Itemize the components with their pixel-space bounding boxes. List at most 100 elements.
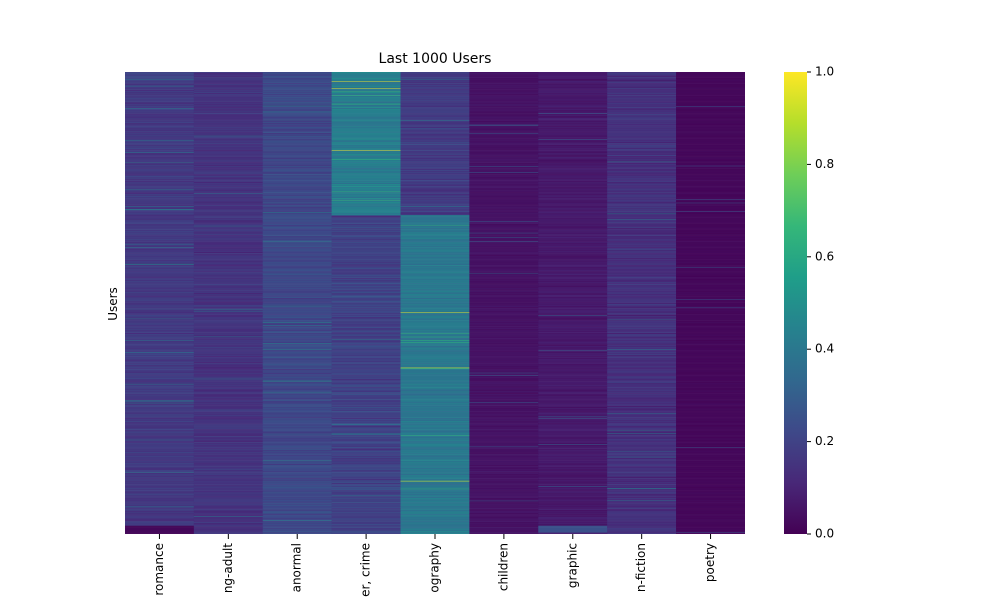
heatmap-cell	[193, 234, 264, 235]
heatmap-cell	[125, 170, 195, 172]
heatmap-cell	[193, 106, 264, 107]
heatmap-cell	[331, 152, 401, 154]
heatmap-cell	[400, 379, 470, 381]
heatmap-cell	[193, 222, 264, 223]
heatmap-cell	[125, 286, 195, 288]
heatmap-cell	[125, 295, 195, 296]
heatmap-cell	[125, 156, 195, 158]
heatmap-cell	[331, 109, 401, 111]
heatmap-cell	[262, 310, 333, 312]
heatmap-cell	[400, 345, 470, 347]
heatmap-cell	[125, 84, 195, 85]
heatmap-cell	[125, 385, 195, 387]
heatmap-cell	[193, 516, 264, 518]
heatmap-cell	[193, 72, 264, 74]
heatmap-cell	[193, 272, 264, 274]
heatmap-cell	[400, 436, 470, 437]
heatmap-cell	[193, 333, 264, 335]
heatmap-cell	[193, 190, 264, 192]
heatmap-cell	[262, 495, 333, 497]
heatmap-cell	[400, 175, 470, 177]
heatmap-cell	[125, 248, 195, 250]
heatmap-cell	[193, 185, 264, 187]
heatmap-cell	[125, 504, 195, 506]
heatmap-cell	[331, 420, 401, 422]
heatmap-cell	[331, 332, 401, 334]
heatmap-cell	[262, 468, 333, 470]
heatmap-cell	[262, 317, 333, 319]
heatmap-cell	[400, 96, 470, 97]
heatmap-cell	[262, 232, 333, 234]
heatmap-cell	[125, 343, 195, 345]
heatmap-cell	[331, 508, 401, 510]
heatmap-cell	[193, 249, 264, 251]
heatmap-cell	[331, 448, 401, 449]
heatmap-cell	[193, 329, 264, 331]
heatmap-cell	[400, 140, 470, 142]
heatmap-cell	[331, 188, 401, 190]
heatmap-cell	[400, 339, 470, 340]
heatmap-cell	[262, 118, 333, 120]
heatmap-cell	[262, 223, 333, 224]
heatmap-cell	[125, 317, 195, 319]
heatmap-cell	[331, 122, 401, 124]
heatmap-cell	[193, 382, 264, 384]
heatmap-cell	[262, 521, 333, 522]
heatmap-cell	[331, 275, 401, 277]
heatmap-cell	[193, 111, 264, 113]
heatmap-cell	[193, 343, 264, 345]
heatmap-cell	[331, 309, 401, 311]
heatmap-cell	[125, 225, 195, 227]
heatmap-cell	[400, 325, 470, 326]
heatmap-cell	[193, 167, 264, 169]
heatmap-cell	[125, 152, 195, 154]
heatmap-cell	[262, 315, 333, 316]
heatmap-cell	[193, 334, 264, 336]
heatmap-cell	[400, 405, 470, 406]
heatmap-cell	[331, 132, 401, 134]
heatmap-cell	[331, 392, 401, 394]
heatmap-cell	[125, 122, 195, 124]
heatmap-cell	[331, 340, 401, 342]
heatmap-cell	[331, 126, 401, 128]
heatmap-cell	[193, 124, 264, 126]
heatmap-cell	[331, 242, 401, 244]
heatmap-cell	[400, 229, 470, 231]
heatmap-cell	[125, 333, 195, 334]
heatmap-cell	[193, 440, 264, 442]
heatmap-cell	[125, 489, 195, 490]
heatmap-cell	[262, 314, 333, 316]
heatmap-cell	[193, 251, 264, 253]
heatmap-cell	[331, 348, 401, 350]
heatmap-cell	[262, 511, 333, 513]
heatmap-cell	[193, 276, 264, 278]
heatmap-cell	[400, 72, 470, 73]
heatmap-cell	[400, 303, 470, 305]
heatmap-cell	[193, 284, 264, 285]
heatmap-cell	[331, 100, 401, 101]
heatmap-cell	[331, 509, 401, 511]
heatmap-cell	[125, 215, 195, 217]
heatmap-cell	[400, 424, 470, 425]
heatmap-cell	[331, 321, 401, 323]
heatmap-cell	[400, 492, 470, 494]
heatmap-cell	[331, 96, 401, 97]
heatmap-cell	[400, 523, 470, 525]
heatmap-cell	[193, 166, 264, 168]
heatmap-cell	[193, 341, 264, 343]
heatmap-cell	[331, 461, 401, 462]
heatmap-cell	[262, 266, 333, 268]
heatmap-cell	[193, 135, 264, 137]
heatmap-cell	[125, 327, 195, 328]
heatmap-cell	[125, 153, 195, 155]
heatmap-cell	[262, 461, 333, 462]
heatmap-cell	[262, 374, 333, 375]
heatmap-cell	[331, 433, 401, 435]
heatmap-cells	[125, 72, 745, 534]
heatmap-cell	[262, 430, 333, 432]
heatmap-cell	[125, 78, 195, 79]
heatmap-cell	[193, 132, 264, 134]
heatmap-cell	[262, 114, 333, 116]
heatmap-cell	[400, 460, 470, 462]
heatmap-cell	[193, 480, 264, 482]
